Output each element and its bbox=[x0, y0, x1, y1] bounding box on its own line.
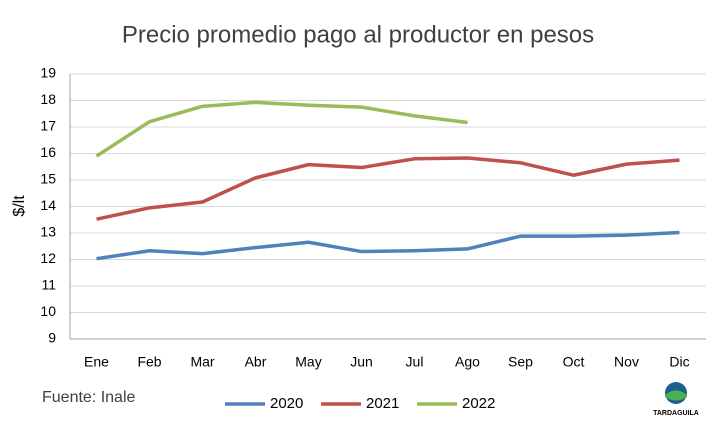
series-line bbox=[95, 100, 468, 158]
y-tick-label: 18 bbox=[40, 91, 56, 107]
legend-label: 2020 bbox=[270, 395, 303, 412]
y-tick-label: 11 bbox=[41, 277, 56, 293]
y-tick-label: 14 bbox=[40, 197, 56, 213]
logo-text: TARDAGUILA bbox=[653, 410, 699, 417]
y-tick-label: 10 bbox=[40, 303, 56, 319]
series-line bbox=[96, 156, 680, 221]
x-tick-label: Nov bbox=[614, 354, 639, 370]
logo-icon-detail bbox=[665, 390, 687, 401]
y-tick-label: 17 bbox=[40, 118, 56, 134]
x-tick-label: Sep bbox=[508, 354, 533, 370]
y-tick-label: 16 bbox=[40, 144, 56, 160]
logo: TARDAGUILA bbox=[653, 382, 699, 417]
x-tick-label: Feb bbox=[137, 354, 161, 370]
x-tick-label: Mar bbox=[190, 354, 214, 370]
y-tick-label: 9 bbox=[48, 330, 56, 346]
y-tick-label: 15 bbox=[40, 171, 56, 187]
x-tick-label: May bbox=[295, 354, 321, 370]
x-tick-label: Dic bbox=[669, 354, 689, 370]
x-tick-label: Ene bbox=[84, 354, 109, 370]
y-tick-label: 13 bbox=[40, 224, 56, 240]
y-axis-label: $/lt bbox=[11, 195, 28, 217]
y-tick-label: 12 bbox=[40, 250, 56, 266]
y-tick-label: 19 bbox=[40, 65, 56, 81]
x-tick-label: Ago bbox=[455, 354, 480, 370]
legend-label: 2022 bbox=[462, 395, 495, 412]
series-line bbox=[96, 230, 680, 261]
chart-title: Precio promedio pago al productor en pes… bbox=[122, 21, 594, 48]
x-tick-label: Abr bbox=[245, 354, 267, 370]
legend-label: 2021 bbox=[366, 395, 399, 412]
x-tick-label: Jul bbox=[406, 354, 424, 370]
x-tick-label: Jun bbox=[350, 354, 373, 370]
source: Fuente: Inale bbox=[42, 389, 136, 406]
x-tick-label: Oct bbox=[563, 354, 585, 370]
